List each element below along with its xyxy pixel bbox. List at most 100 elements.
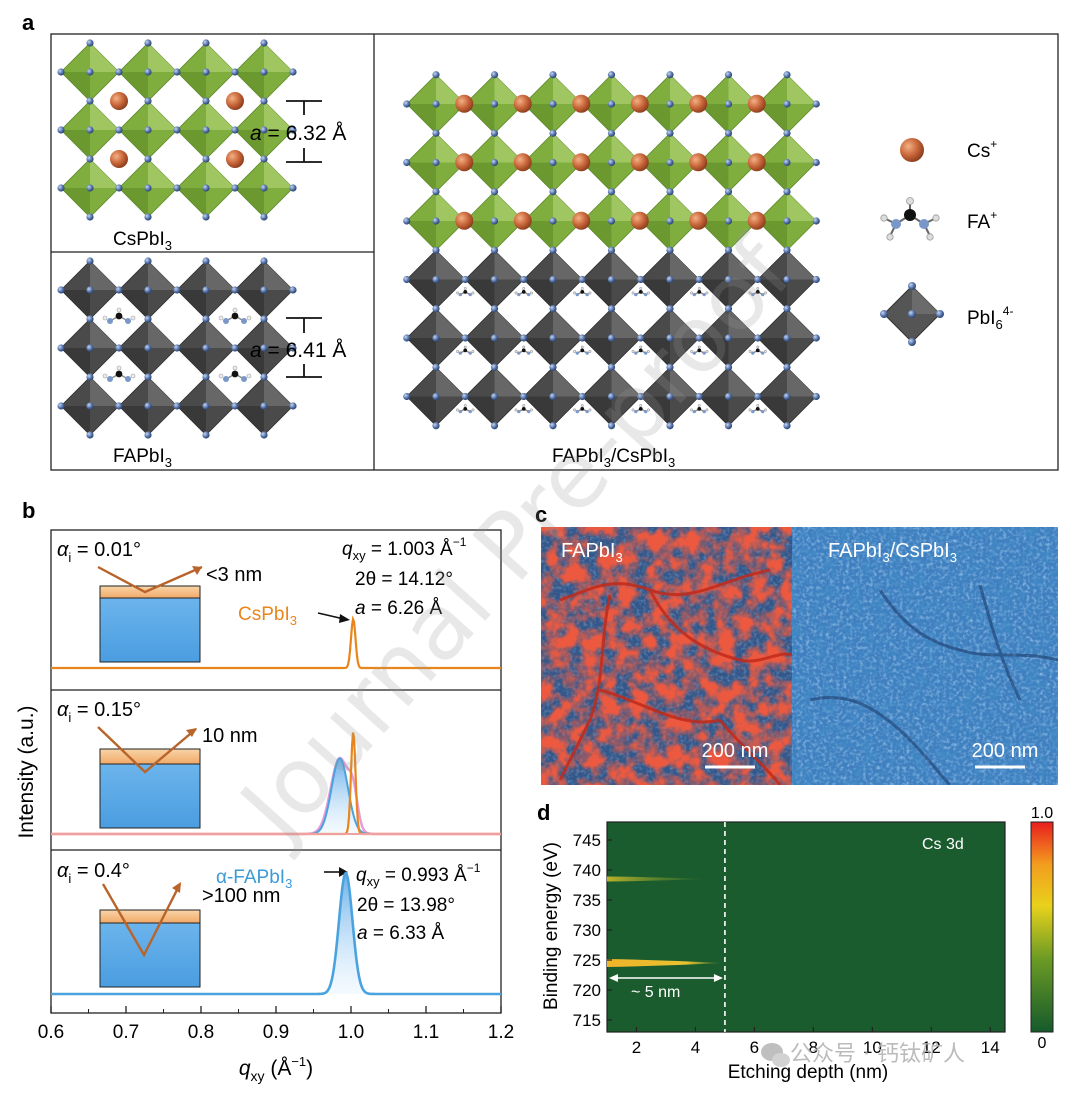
iodide-node [432, 158, 440, 167]
two-theta-3: 2θ = 13.98° [357, 895, 455, 916]
fa-molecule [631, 404, 650, 414]
iodide-node [607, 246, 616, 254]
iodide-node [144, 184, 152, 192]
cs-atom [689, 153, 708, 172]
iodide-node [695, 392, 703, 401]
x-tick-label: 6 [750, 1038, 759, 1057]
iodide-node [144, 315, 152, 323]
iodide-node [173, 402, 181, 410]
iodide-node [666, 392, 674, 401]
iodide-node [202, 344, 210, 352]
iodide-node [490, 305, 499, 313]
iodide-node [812, 217, 820, 225]
iodide-node [549, 217, 557, 225]
iodide-node [724, 158, 733, 167]
iodide-node [57, 126, 65, 134]
iodide-node [490, 392, 499, 401]
iodide-node [144, 155, 152, 163]
gi-schematic-2 [97, 726, 201, 829]
wechat-icon [761, 1043, 790, 1067]
iodide-node [260, 213, 268, 221]
iodide-node [173, 126, 181, 134]
iodide-node [260, 126, 268, 134]
iodide-node [289, 68, 297, 76]
iodide-node [490, 100, 499, 108]
iodide-node [260, 68, 268, 76]
iodide-node [144, 373, 152, 381]
iodide-node [260, 373, 268, 381]
cs-atom [455, 211, 474, 230]
iodide-node [724, 392, 733, 401]
iodide-node [202, 155, 210, 163]
iodide-node [231, 68, 239, 76]
iodide-node [783, 158, 791, 167]
panel-d-x-axis-label: Etching depth (nm) [728, 1062, 889, 1083]
iodide-node [403, 334, 411, 342]
qxy-value-3: qxy = 0.993 Å−1 [356, 861, 481, 889]
x-tick-label: 1.0 [338, 1022, 364, 1043]
iodide-node [695, 275, 703, 284]
cs3d-annotation: Cs 3d [922, 836, 964, 853]
iodide-node [260, 431, 268, 439]
iodide-node [549, 275, 557, 284]
iodide-node [260, 97, 268, 105]
iodide-node [812, 392, 820, 401]
iodide-node [260, 39, 268, 47]
iodide-node [637, 275, 645, 284]
iodide-node [461, 334, 469, 342]
iodide-node [607, 305, 616, 313]
iodide-node [202, 286, 210, 294]
iodide-node [490, 246, 499, 254]
iodide-node [202, 184, 210, 192]
iodide-node [432, 71, 440, 79]
cs-atom [226, 150, 244, 168]
iodide-node [695, 334, 703, 342]
iodide-node [724, 188, 733, 196]
panel-b-y-axis-label: Intensity (a.u.) [15, 705, 38, 838]
iodide-node [173, 184, 181, 192]
iodide-node [724, 422, 733, 430]
panel-d-y-ticks: 715 720 725 730 735 740 745 [573, 831, 612, 1030]
iodide-node [432, 422, 440, 430]
iodide-node [231, 286, 239, 294]
iodide-node [403, 275, 411, 284]
iodide-node [202, 213, 210, 221]
iodide-node [57, 402, 65, 410]
iodide-node [86, 39, 94, 47]
fa-molecule [456, 287, 475, 297]
iodide-node [289, 184, 297, 192]
iodide-node [490, 129, 499, 137]
iodide-node [549, 188, 557, 196]
iodide-node [403, 392, 411, 401]
iodide-node [607, 275, 616, 284]
cspbi3-lattice-param: a = 6.32 Å [250, 122, 346, 145]
iodide-node [173, 286, 181, 294]
xps-depth-heatmap [606, 821, 1006, 1033]
afm-label-fapbi3: FAPbI3 [561, 540, 623, 565]
iodide-node [115, 184, 123, 192]
iodide-node [607, 158, 616, 167]
iodide-node [144, 213, 152, 221]
iodide-node [724, 246, 733, 254]
iodide-node [754, 392, 762, 401]
pbi6-octahedron-legend-icon [880, 282, 944, 346]
cs-atom [689, 94, 708, 113]
x-tick-label: 10 [863, 1038, 882, 1057]
x-tick-label: 12 [922, 1038, 941, 1057]
iodide-node [607, 129, 616, 137]
y-tick-label: 730 [573, 921, 601, 940]
cs-atom [110, 92, 128, 110]
cs-atom [572, 94, 591, 113]
iodide-node [783, 100, 791, 108]
y-tick-label: 725 [573, 951, 601, 970]
incidence-angle-3: αi = 0.4° [57, 860, 130, 886]
cs-atom [630, 211, 649, 230]
iodide-node [86, 97, 94, 105]
iodide-node [666, 275, 674, 284]
iodide-node [144, 257, 152, 265]
iodide-node [490, 275, 499, 284]
spectrum-cspbi3-peak-1 [51, 615, 501, 670]
colorbar-max-label: 1.0 [1031, 805, 1053, 822]
iodide-node [86, 126, 94, 134]
fa-molecule [514, 345, 533, 355]
